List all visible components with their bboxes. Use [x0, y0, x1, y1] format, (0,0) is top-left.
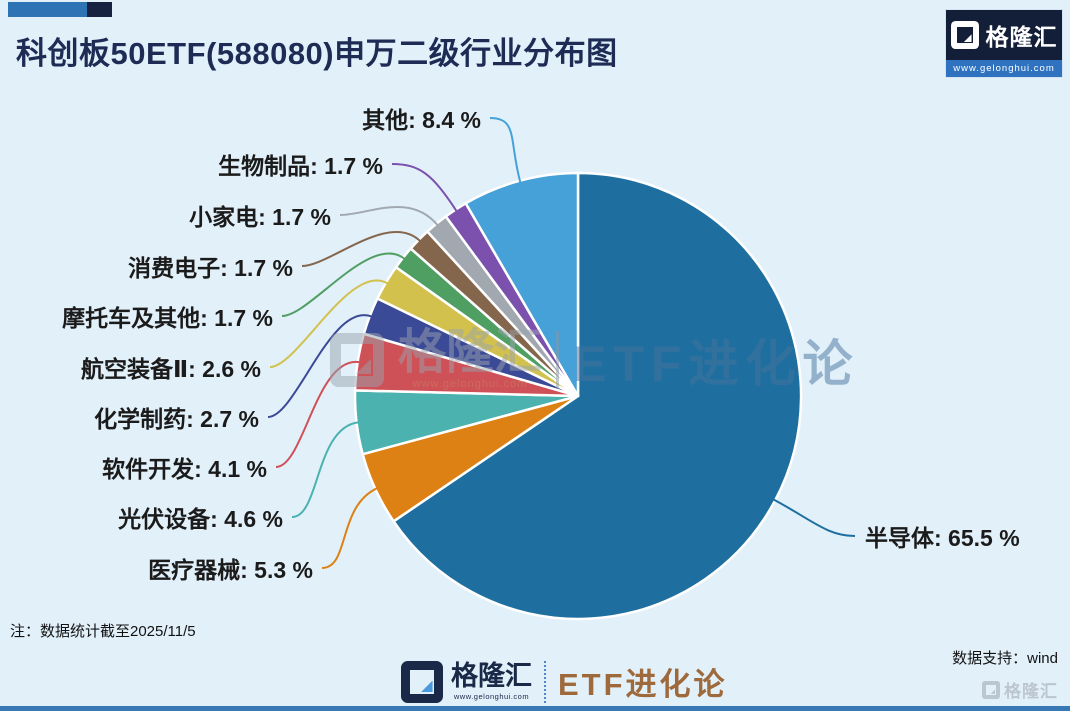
data-support-credit: 数据支持：wind	[952, 650, 1058, 667]
footer-brand-name: 格隆汇	[451, 660, 532, 691]
gelonghui-logo-badge: 格隆汇 www.gelonghui.com	[946, 10, 1062, 77]
corner-brand-name: 格隆汇	[1004, 682, 1058, 701]
footer-divider	[544, 660, 546, 703]
header-accent-blue	[8, 2, 87, 17]
header-accent-navy	[87, 2, 112, 17]
leader-line-9	[391, 163, 458, 212]
leader-line-8	[339, 206, 439, 226]
pie-label-10: 其他: 8.4 %	[362, 107, 481, 133]
pie-label-1: 医疗器械: 5.3 %	[148, 557, 313, 583]
pie-label-2: 光伏设备: 4.6 %	[118, 506, 283, 532]
leader-line-2	[291, 421, 359, 518]
pie-label-5: 航空装备Ⅱ: 2.6 %	[80, 356, 261, 382]
leader-line-3	[275, 361, 360, 468]
corner-watermark: 格隆汇	[982, 677, 1058, 702]
gelonghui-logo-top: 格隆汇	[946, 10, 1062, 60]
page-title: 科创板50ETF(588080)申万二级行业分布图	[16, 36, 618, 71]
leader-line-6	[281, 252, 406, 317]
leader-line-7	[301, 230, 421, 267]
pie-label-8: 小家电: 1.7 %	[189, 204, 331, 230]
leader-line-10	[489, 117, 522, 183]
pie-label-3: 软件开发: 4.1 %	[102, 456, 267, 482]
pie-label-6: 摩托车及其他: 1.7 %	[62, 305, 273, 331]
footer-g-icon	[401, 660, 443, 703]
brand-name: 格隆汇	[985, 24, 1058, 50]
footer-brand-url: www.gelonghui.com	[453, 691, 530, 701]
gelonghui-logo-strip: www.gelonghui.com	[946, 60, 1062, 77]
pie-label-4: 化学制药: 2.7 %	[94, 406, 259, 432]
footer-brand: 格隆汇 www.gelonghui.com ETF进化论	[401, 659, 728, 704]
pie-label-9: 生物制品: 1.7 %	[218, 153, 383, 179]
gelonghui-g-icon	[950, 21, 979, 49]
leader-line-4	[267, 314, 373, 418]
pie-label-0: 半导体: 65.5 %	[865, 525, 1020, 551]
footnote: 注：数据统计截至2025/11/5	[10, 623, 196, 640]
leader-line-0	[772, 498, 856, 537]
pie-label-7: 消费电子: 1.7 %	[128, 255, 293, 281]
bottom-accent-bar	[0, 706, 1070, 711]
corner-g-icon	[982, 680, 1000, 699]
leader-line-5	[269, 279, 389, 368]
leader-line-1	[321, 487, 378, 569]
footer-series-name: ETF进化论	[558, 667, 728, 702]
brand-url: www.gelonghui.com	[953, 63, 1055, 74]
